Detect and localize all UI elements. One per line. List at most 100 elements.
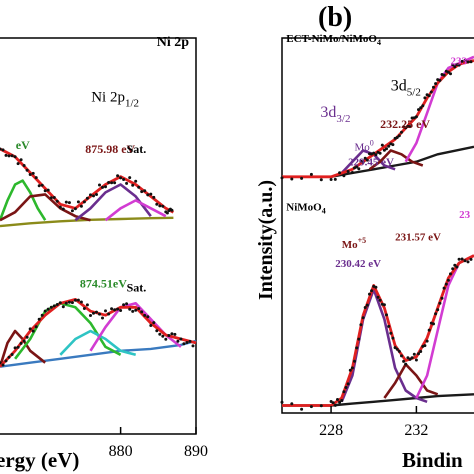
raw-data-point [101,185,104,189]
raw-data-point [19,341,23,345]
raw-data-point [355,165,359,169]
raw-data-point [460,59,464,63]
panel-b-raw-data [280,58,473,411]
panel-b-annotations: ECT-NiMo/NiMoO4 3d5/2 233 3d3/2 232.25 eV Mo0… [286,33,470,270]
raw-data-point [7,355,11,359]
raw-data-point [55,303,59,306]
raw-data-point [353,359,356,363]
raw-data-point [104,185,107,189]
raw-data-point [73,298,77,302]
peak-curve [415,254,474,399]
raw-data-point [134,308,138,312]
peak-curve [340,149,396,174]
raw-data-point [290,177,294,181]
raw-data-point [110,181,114,185]
raw-data-point [16,162,20,166]
raw-data-point [453,65,457,69]
raw-data-point [22,339,26,343]
raw-data-point [176,339,180,343]
raw-data-point [79,204,83,208]
panel-a-curves [0,147,197,368]
raw-data-point [391,143,395,147]
raw-data-point [137,185,141,189]
raw-data-point [427,328,431,332]
raw-data-point [423,344,427,348]
peak-curve [74,183,152,222]
raw-data-point [43,189,47,193]
raw-data-point [361,316,365,320]
raw-data-point [387,324,391,328]
raw-data-point [421,104,425,108]
annotation-label: 874.51eV [80,277,127,291]
raw-data-point [357,167,361,171]
x-tick-label: 890 [184,443,208,460]
raw-data-point [143,189,147,193]
raw-data-point [43,309,47,313]
raw-data-point [155,202,159,206]
raw-data-point [280,400,284,404]
raw-data-point [170,208,174,212]
raw-data-point [389,331,393,335]
raw-data-point [158,332,162,336]
raw-data-point [19,158,23,162]
raw-data-point [393,346,397,350]
raw-data-point [457,63,461,67]
raw-data-point [444,282,448,286]
panel-b: (b) 228 232 ECT-NiMo/NiMoO4 3d5/2 233 3d3/2 2… [255,2,474,472]
annotation-label: Sat. [127,142,147,156]
panel-a-raw-data [0,147,195,367]
raw-data-point [382,303,386,307]
raw-data-point [0,147,2,151]
raw-data-point [309,172,313,176]
raw-data-point [143,313,147,317]
raw-data-point [85,196,89,200]
raw-data-point [89,314,92,317]
x-tick-label: 880 [109,443,133,460]
raw-data-point [49,196,53,200]
raw-data-point [131,309,135,313]
peak-curve [0,329,47,368]
raw-data-point [340,399,344,402]
raw-data-point [140,310,144,314]
raw-data-point [61,305,65,309]
raw-data-point [395,347,399,351]
raw-data-point [417,108,420,112]
raw-data-point [463,58,467,62]
raw-data-point [40,183,44,187]
raw-data-point [10,353,14,356]
x-tick-label: 228 [319,422,343,439]
raw-data-point [82,200,86,204]
raw-data-point [89,193,92,197]
raw-data-point [4,359,8,363]
raw-data-point [7,154,11,158]
panel-b-x-label: Bindin [402,448,463,472]
raw-data-point [425,339,429,343]
raw-data-point [451,267,455,271]
raw-data-point [152,195,156,199]
raw-data-point [331,401,335,405]
raw-data-point [76,200,80,204]
raw-data-point [368,292,371,296]
panel-a-x-label: ergy (eV) [0,448,79,472]
raw-data-point [107,181,111,184]
raw-data-point [52,196,56,199]
peak-curve [0,193,91,222]
raw-data-point [101,316,104,320]
raw-data-point [107,312,111,316]
annotation-label: eV [16,138,30,152]
raw-data-point [146,315,150,319]
raw-data-point [414,115,418,119]
raw-data-point [408,357,412,361]
raw-data-point [300,407,304,411]
raw-data-point [67,201,71,205]
raw-data-point [37,317,41,321]
raw-data-point [370,289,374,293]
raw-data-point [58,301,62,305]
raw-data-point [116,307,120,311]
raw-data-point [149,192,153,196]
raw-data-point [300,176,304,180]
raw-data-point [350,171,354,174]
annotation-label: Mo0 [355,139,374,154]
